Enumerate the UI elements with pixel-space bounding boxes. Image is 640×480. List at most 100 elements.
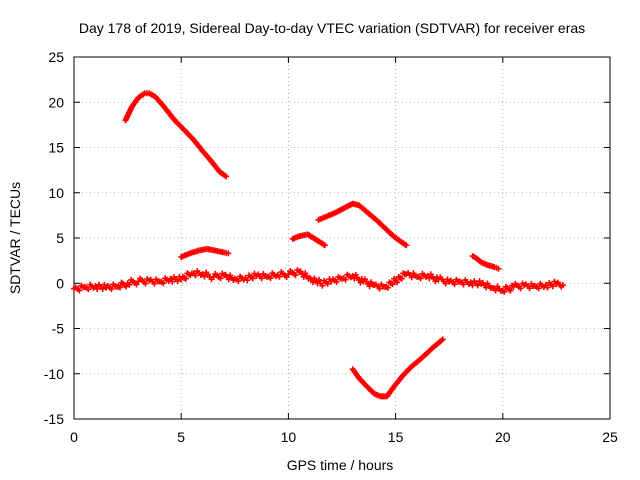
y-tick-label: 15: [48, 140, 64, 156]
data-point: [285, 271, 292, 278]
data-point: [559, 282, 566, 289]
interp-marker: [366, 283, 373, 290]
series-arc-peak: [315, 200, 410, 249]
y-tick-label: 10: [48, 185, 64, 201]
interp-marker: [389, 281, 396, 288]
interp-marker: [169, 278, 176, 285]
interp-marker: [151, 280, 158, 287]
interp-marker: [99, 285, 106, 292]
series-arc-high: [122, 90, 230, 180]
interp-marker: [201, 273, 208, 280]
interp-marker: [292, 272, 299, 279]
interp-marker: [316, 276, 323, 283]
x-axis-label: GPS time / hours: [287, 457, 394, 473]
interp-marker: [474, 282, 481, 289]
interp-marker: [174, 278, 181, 285]
data-point: [321, 242, 328, 249]
data-point: [210, 273, 217, 280]
y-tick-label: -15: [44, 411, 64, 427]
interp-marker: [384, 284, 391, 291]
y-tick-label: -5: [52, 321, 65, 337]
interp-marker: [544, 284, 551, 291]
interp-marker: [535, 285, 542, 292]
interp-marker: [376, 285, 383, 292]
interp-marker: [460, 281, 467, 288]
interp-marker: [319, 282, 326, 289]
y-tick-label: 5: [56, 230, 64, 246]
interp-marker: [123, 283, 130, 290]
x-tick-label: 0: [70, 429, 78, 445]
interp-marker: [300, 273, 307, 280]
interp-marker: [76, 287, 83, 294]
interp-marker: [324, 280, 331, 287]
interp-marker: [408, 274, 415, 281]
interp-marker: [501, 288, 508, 295]
interp-marker: [249, 275, 256, 282]
interp-marker: [398, 275, 405, 282]
y-axis-ticks: -15 -10 -5 0 5 10 15 20 25: [44, 49, 610, 427]
x-tick-label: 5: [177, 429, 185, 445]
interp-marker: [357, 279, 364, 286]
interp-marker: [192, 272, 199, 279]
interp-marker: [276, 273, 283, 280]
series-arc-late: [469, 253, 502, 272]
series-arc-mid-left: [178, 245, 232, 261]
data-point: [223, 173, 230, 180]
interp-marker: [492, 287, 499, 294]
interp-marker: [94, 285, 101, 292]
interp-marker: [342, 276, 349, 283]
data-point: [225, 250, 232, 257]
data-point: [510, 283, 517, 290]
interp-marker: [333, 278, 340, 285]
interp-marker: [267, 275, 274, 282]
x-axis-ticks: 0 5 10 15 20 25: [70, 57, 618, 445]
interp-marker: [549, 283, 556, 290]
chart-title: Day 178 of 2019, Sidereal Day-to-day VTE…: [79, 20, 585, 36]
interp-marker: [182, 275, 189, 282]
interp-marker: [235, 278, 242, 285]
data-point: [403, 242, 410, 249]
interp-marker: [442, 280, 449, 287]
interp-marker: [116, 284, 123, 291]
interp-marker: [108, 286, 115, 293]
interp-marker: [394, 279, 401, 286]
series-near-zero: [71, 267, 566, 295]
interp-marker: [133, 281, 140, 288]
interp-marker: [101, 281, 108, 288]
x-tick-label: 10: [281, 429, 297, 445]
interp-marker: [432, 278, 439, 285]
y-tick-label: 25: [48, 49, 64, 65]
y-axis-label: SDTVAR / TECUs: [7, 182, 23, 294]
interp-marker: [469, 282, 476, 289]
data-point: [439, 336, 446, 343]
interp-marker: [142, 280, 149, 287]
x-tick-label: 20: [495, 429, 511, 445]
interp-marker: [85, 286, 92, 293]
interp-marker: [126, 281, 133, 288]
interp-marker: [507, 287, 514, 294]
interp-marker: [258, 275, 265, 282]
interp-marker: [351, 275, 358, 282]
interp-marker: [160, 280, 167, 287]
interp-marker: [451, 281, 458, 288]
y-tick-label: 0: [56, 275, 64, 291]
interp-marker: [476, 278, 483, 285]
interp-marker: [244, 277, 251, 284]
x-tick-label: 25: [602, 429, 618, 445]
interp-marker: [309, 279, 316, 286]
interp-marker: [217, 275, 224, 282]
data-point: [467, 279, 474, 286]
interp-marker: [417, 275, 424, 282]
data-marks: [71, 90, 566, 400]
series-arc-low: [349, 336, 446, 400]
grid: [74, 57, 610, 419]
x-tick-label: 15: [388, 429, 404, 445]
y-tick-label: 20: [48, 94, 64, 110]
interp-marker: [517, 285, 524, 292]
data-point: [495, 265, 502, 272]
y-tick-label: -10: [44, 366, 64, 382]
data-point: [92, 282, 99, 289]
series-arc-mid: [289, 231, 328, 249]
interp-marker: [526, 285, 533, 292]
